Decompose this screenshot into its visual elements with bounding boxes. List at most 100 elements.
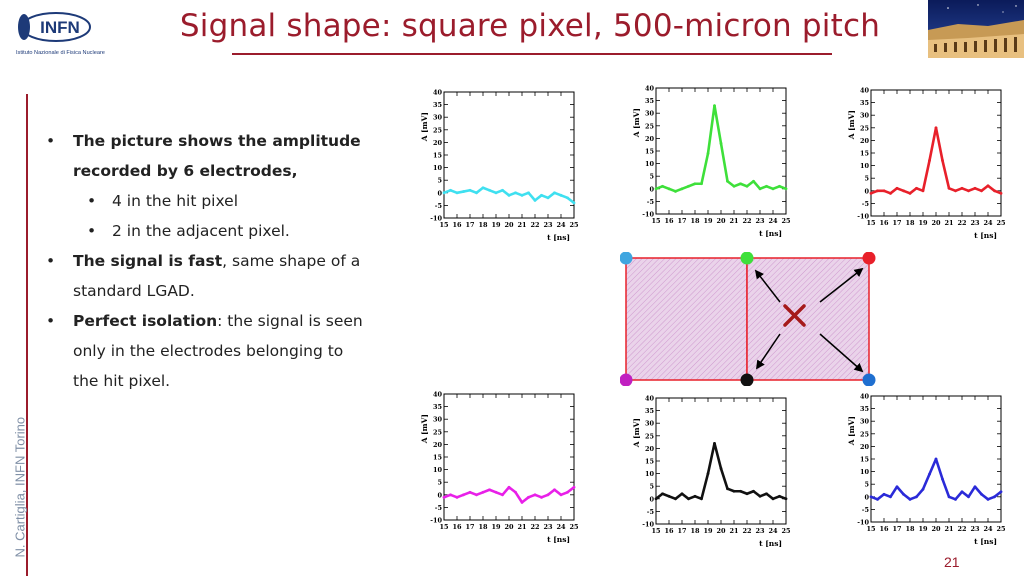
data-point	[488, 488, 491, 492]
data-point	[661, 184, 664, 188]
data-point	[514, 490, 517, 494]
bullet-dot-icon: •	[46, 312, 56, 330]
y-tick-label: -10	[857, 213, 869, 221]
data-point	[661, 492, 664, 496]
pixel-diagram	[620, 252, 876, 386]
bullet-line: only in the electrodes belonging to	[46, 336, 416, 366]
y-tick-label: 10	[860, 468, 870, 476]
data-point	[693, 494, 697, 498]
plot-frame	[655, 397, 787, 525]
plot-frame	[870, 89, 1002, 217]
data-point	[915, 495, 918, 499]
data-point	[967, 495, 970, 499]
x-tick-label: 25	[996, 219, 1006, 227]
logo-text: INFN	[40, 18, 80, 37]
plot-frame	[443, 91, 575, 219]
data-point	[941, 477, 944, 481]
data-point	[999, 191, 1003, 195]
data-point	[667, 494, 671, 498]
data-point	[700, 497, 703, 501]
data-point	[771, 497, 775, 501]
x-tick-label: 18	[905, 219, 915, 227]
y-tick-label: 0	[437, 189, 442, 197]
electrode-bottom-middle	[740, 373, 754, 386]
author-footer: N. Cartiglia, INFN Torino	[12, 416, 28, 558]
electrode-bottom-right	[862, 373, 876, 386]
y-tick-label: 5	[437, 177, 442, 185]
x-tick-label: 22	[742, 217, 751, 225]
x-tick-label: 20	[716, 217, 726, 225]
data-point	[546, 196, 550, 200]
bullet-text: standard LGAD.	[73, 282, 195, 300]
bullet-text: , same shape of a	[222, 252, 361, 270]
data-point	[882, 492, 886, 496]
data-point	[462, 493, 465, 497]
data-point	[468, 490, 472, 494]
y-tick-label: 30	[433, 114, 443, 122]
x-tick-label: 18	[905, 525, 915, 533]
y-tick-label: -10	[642, 211, 654, 219]
x-axis-label: t [ns]	[759, 539, 782, 548]
y-tick-label: 10	[860, 162, 870, 170]
data-point	[993, 495, 996, 499]
y-tick-label: 25	[645, 432, 655, 440]
data-point	[784, 497, 788, 501]
data-point	[876, 497, 879, 501]
y-axis-label: A [mV]	[632, 418, 641, 448]
x-tick-label: 23	[970, 219, 980, 227]
bullet-line: • 4 in the hit pixel	[46, 186, 416, 216]
y-tick-label: 25	[645, 122, 655, 130]
data-point	[732, 184, 736, 188]
x-tick-label: 17	[892, 525, 901, 533]
data-point	[739, 489, 742, 493]
x-axis-label: t [ns]	[547, 535, 570, 544]
x-tick-label: 17	[465, 523, 474, 531]
data-point	[527, 495, 530, 499]
y-tick-label: 0	[864, 493, 869, 501]
x-tick-label: 25	[996, 525, 1006, 533]
x-tick-label: 21	[944, 525, 953, 533]
data-point	[462, 190, 465, 193]
bullet-text: The picture shows the amplitude	[73, 132, 361, 150]
data-point	[572, 201, 576, 205]
x-tick-label: 24	[983, 219, 993, 227]
data-point	[572, 485, 576, 489]
x-tick-label: 23	[970, 525, 980, 533]
data-point	[488, 188, 491, 192]
data-point	[693, 182, 697, 186]
data-point	[507, 193, 511, 197]
data-point	[967, 189, 970, 193]
pixel-pad-left	[625, 257, 748, 381]
y-tick-label: 5	[649, 483, 654, 491]
data-point	[475, 493, 478, 497]
y-tick-label: 5	[437, 479, 442, 487]
data-point	[732, 489, 736, 493]
data-point	[869, 191, 873, 195]
y-tick-label: 0	[437, 491, 442, 499]
electrode-top-middle	[740, 252, 754, 265]
data-point	[784, 187, 788, 191]
bullet-line: • 2 in the adjacent pixel.	[46, 216, 416, 246]
y-tick-label: 40	[433, 89, 443, 97]
data-point	[713, 441, 716, 445]
data-point	[928, 472, 931, 476]
x-tick-label: 17	[677, 217, 686, 225]
x-tick-label: 20	[504, 221, 514, 229]
x-tick-label: 16	[452, 523, 462, 531]
x-tick-label: 22	[957, 525, 966, 533]
logo-subtitle: Istituto Nazionale di Fisica Nucleare	[16, 50, 105, 56]
data-point	[947, 495, 951, 499]
data-point	[449, 493, 452, 497]
x-tick-label: 18	[478, 523, 488, 531]
data-point	[934, 126, 938, 130]
data-point	[993, 189, 996, 193]
data-point	[778, 494, 781, 498]
data-point	[758, 494, 762, 498]
data-point	[986, 497, 990, 501]
data-point	[876, 189, 879, 193]
y-axis-label: A [mV]	[420, 112, 429, 142]
bullet-text: 2 in the adjacent pixel.	[112, 222, 290, 240]
x-tick-label: 24	[556, 523, 566, 531]
